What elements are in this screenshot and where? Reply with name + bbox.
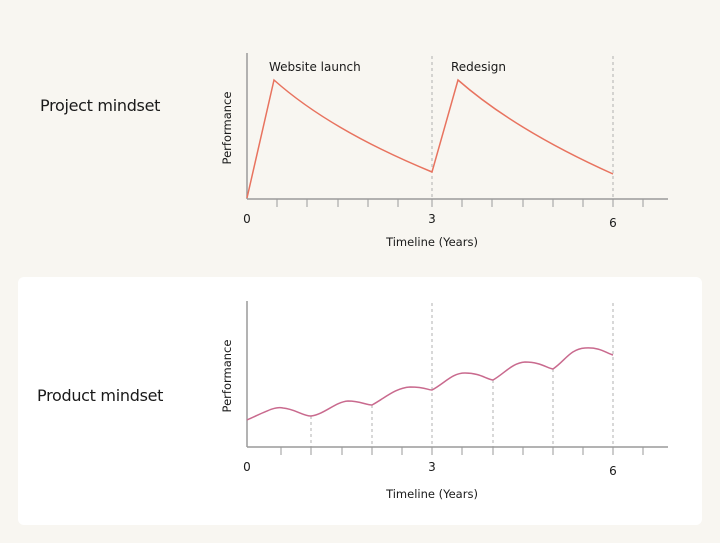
x-tick-label-6: 6 xyxy=(609,464,617,478)
y-axis-label: Performance xyxy=(220,92,234,165)
x-ticks xyxy=(280,447,644,455)
annotation-website-launch: Website launch xyxy=(269,60,361,74)
project-performance-line xyxy=(246,78,614,199)
x-tick-label-3: 3 xyxy=(428,212,436,226)
product-mindset-card xyxy=(18,277,702,525)
project-mindset-title: Project mindset xyxy=(40,96,161,115)
x-tick-label-0: 0 xyxy=(243,460,251,474)
product-mindset-title: Product mindset xyxy=(37,386,164,405)
x-tick-label-6: 6 xyxy=(609,216,617,230)
guides xyxy=(310,303,614,447)
annotation-redesign: Redesign xyxy=(451,60,506,74)
y-axis-label: Performance xyxy=(220,340,234,413)
x-tick-label-0: 0 xyxy=(243,212,251,226)
x-axis-label: Timeline (Years) xyxy=(385,235,478,249)
product-performance-line xyxy=(246,347,614,421)
x-ticks xyxy=(276,199,644,207)
project-mindset-chart: Website launch Redesign 0 3 6 Timeline (… xyxy=(220,53,668,249)
x-axis-label: Timeline (Years) xyxy=(385,487,478,501)
x-tick-label-3: 3 xyxy=(428,460,436,474)
